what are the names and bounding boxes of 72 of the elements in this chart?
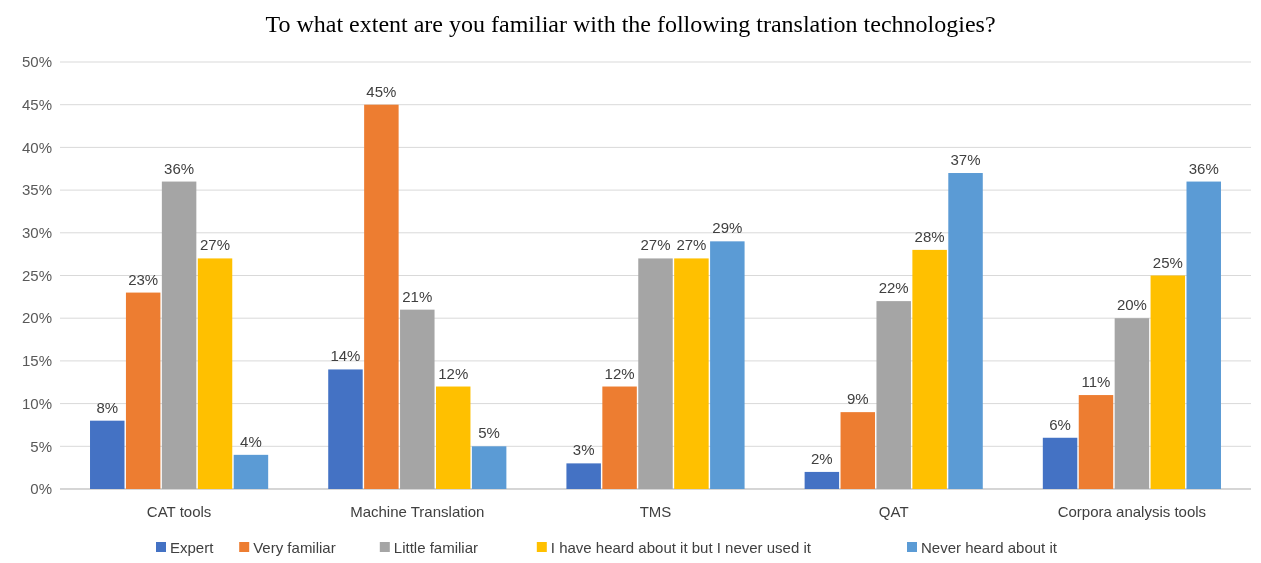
data-label: 36% <box>164 159 195 177</box>
data-label: 2% <box>811 449 833 467</box>
y-tick-label: 5% <box>30 437 52 455</box>
x-tick-label: CAT tools <box>146 503 212 520</box>
y-tick-label: 35% <box>21 181 52 199</box>
bar <box>90 420 125 489</box>
bar <box>435 386 471 489</box>
data-label: 29% <box>712 219 743 237</box>
legend-label: Very familiar <box>253 539 336 556</box>
legend-label: Expert <box>170 539 215 556</box>
y-tick-label: 50% <box>21 53 52 71</box>
bar <box>233 454 269 489</box>
bar <box>1042 437 1078 489</box>
data-label: 37% <box>950 151 981 169</box>
data-label: 21% <box>402 287 433 305</box>
bar <box>1114 318 1150 489</box>
bar <box>948 173 983 489</box>
bar <box>471 446 507 489</box>
bar <box>1078 395 1114 489</box>
bar <box>566 463 601 489</box>
data-label: 8% <box>96 398 119 416</box>
y-tick-label: 25% <box>21 266 52 284</box>
x-tick-label: QAT <box>878 503 909 520</box>
bar <box>674 258 709 489</box>
data-label: 11% <box>1081 373 1111 391</box>
bar <box>602 386 637 489</box>
bar <box>125 292 161 489</box>
data-label: 45% <box>366 82 397 100</box>
data-label: 28% <box>914 227 945 245</box>
bar <box>804 471 840 489</box>
data-label: 6% <box>1049 415 1071 433</box>
x-tick-label: TMS <box>639 503 672 520</box>
y-tick-label: 20% <box>21 309 52 327</box>
data-label: 27% <box>640 236 671 254</box>
bar <box>710 241 745 489</box>
bar <box>328 369 363 489</box>
data-label: 14% <box>330 347 361 365</box>
legend-label: I have heard about it but I never used it <box>550 539 812 556</box>
data-label: 27% <box>676 236 707 254</box>
x-tick-label: Corpora analysis tools <box>1057 503 1207 520</box>
data-label: 20% <box>1116 296 1147 314</box>
bar <box>876 301 911 489</box>
y-tick-label: 30% <box>21 224 52 242</box>
data-label: 23% <box>128 270 159 288</box>
bar <box>197 258 233 489</box>
y-tick-label: 10% <box>21 394 52 412</box>
data-label: 12% <box>604 364 635 382</box>
bar <box>912 249 947 489</box>
y-tick-label: 45% <box>21 95 52 113</box>
bar <box>1186 181 1221 489</box>
x-tick-label: Machine Translation <box>350 503 485 520</box>
bar <box>364 104 399 489</box>
data-label: 25% <box>1152 253 1183 271</box>
data-label: 5% <box>478 424 500 442</box>
y-tick-label: 0% <box>30 480 52 498</box>
data-label: 22% <box>878 279 909 297</box>
legend-label: Never heard about it <box>921 539 1058 556</box>
chart-title: To what extent are you familiar with the following translation technologies? <box>265 11 996 37</box>
data-label: 4% <box>240 432 262 450</box>
data-label: 9% <box>846 390 869 408</box>
y-tick-label: 15% <box>21 352 52 370</box>
data-label: 27% <box>200 236 231 254</box>
bar <box>161 181 197 489</box>
bar <box>400 309 435 489</box>
data-label: 36% <box>1188 159 1219 177</box>
data-label: 3% <box>572 441 595 459</box>
bar <box>840 412 876 489</box>
legend-label: Little familiar <box>393 539 478 556</box>
bar <box>1150 275 1186 489</box>
y-tick-label: 40% <box>21 138 52 156</box>
data-label: 12% <box>438 364 469 382</box>
bar <box>638 258 673 489</box>
